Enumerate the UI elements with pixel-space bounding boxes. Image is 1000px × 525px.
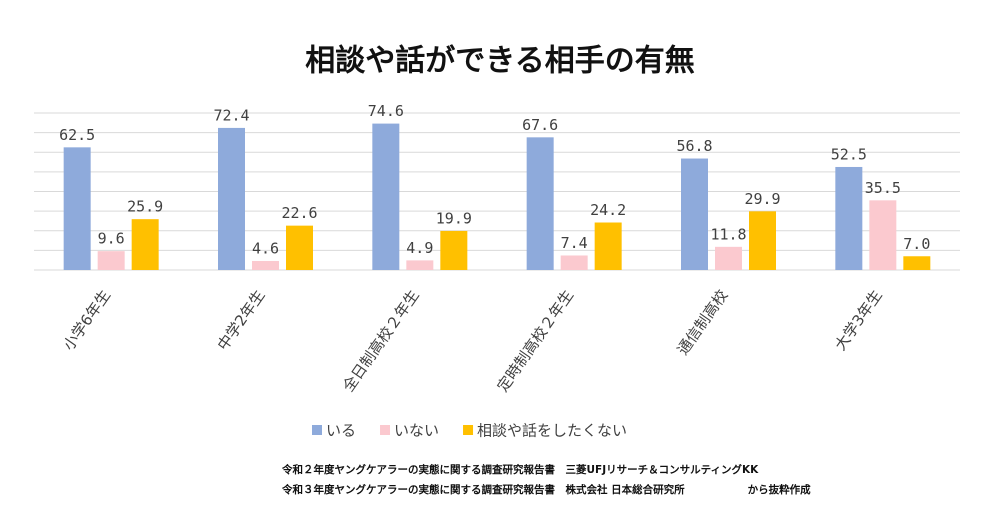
value-label: 56.8 <box>676 137 712 155</box>
bar <box>903 256 931 270</box>
bar <box>218 127 245 270</box>
value-label: 24.2 <box>590 201 626 219</box>
bar <box>715 246 742 270</box>
bar <box>526 137 554 270</box>
bar <box>63 147 91 270</box>
bar <box>749 211 776 270</box>
value-label: 29.9 <box>744 190 780 208</box>
bar <box>594 222 622 270</box>
bar <box>406 260 434 270</box>
value-label: 35.5 <box>865 179 901 197</box>
value-label: 19.9 <box>436 209 472 227</box>
value-label: 9.6 <box>98 230 125 248</box>
x-tick-label: 大学3年生 <box>831 287 886 354</box>
value-label: 22.6 <box>281 204 317 222</box>
source-note: 令和２年度ヤングケアラーの実態に関する調査研究報告書 三菱UFJリサーチ＆コンサ… <box>281 463 759 476</box>
legend-label: いない <box>394 422 439 440</box>
value-label: 67.6 <box>522 116 558 134</box>
value-label: 7.4 <box>561 234 588 252</box>
source-note: 令和３年度ヤングケアラーの実態に関する調査研究報告書 株式会社 日本総合研究所 … <box>281 483 811 496</box>
value-label: 62.5 <box>59 126 95 144</box>
bar <box>440 230 468 270</box>
bar <box>286 225 313 270</box>
bar <box>252 260 279 270</box>
value-label: 74.6 <box>368 102 404 120</box>
bar <box>131 219 159 270</box>
legend-swatch <box>463 425 474 435</box>
bar <box>869 200 897 270</box>
value-label: 4.9 <box>406 239 433 257</box>
bar <box>681 158 708 270</box>
bar <box>835 166 863 270</box>
legend-label: 相談や話をしたくない <box>477 422 627 440</box>
value-label: 4.6 <box>252 239 279 257</box>
value-label: 52.5 <box>831 145 867 163</box>
value-label: 72.4 <box>213 106 249 124</box>
x-tick-label: 定時制高校２年生 <box>494 287 578 396</box>
bar <box>372 123 400 270</box>
x-tick-label: 小学6年生 <box>59 287 114 354</box>
bar <box>97 251 125 270</box>
chart-title: 相談や話ができる相手の有無 <box>305 44 694 79</box>
legend-swatch <box>380 425 391 435</box>
value-label: 11.8 <box>710 225 746 243</box>
value-label: 25.9 <box>127 198 163 216</box>
value-label: 7.0 <box>903 235 930 253</box>
bar <box>560 255 588 270</box>
legend-label: いる <box>326 422 356 440</box>
x-tick-label: 中学2年生 <box>214 287 269 354</box>
x-tick-label: 全日制高校２年生 <box>339 287 423 396</box>
legend-swatch <box>312 425 322 435</box>
x-tick-label: 通信制高校 <box>674 287 732 359</box>
